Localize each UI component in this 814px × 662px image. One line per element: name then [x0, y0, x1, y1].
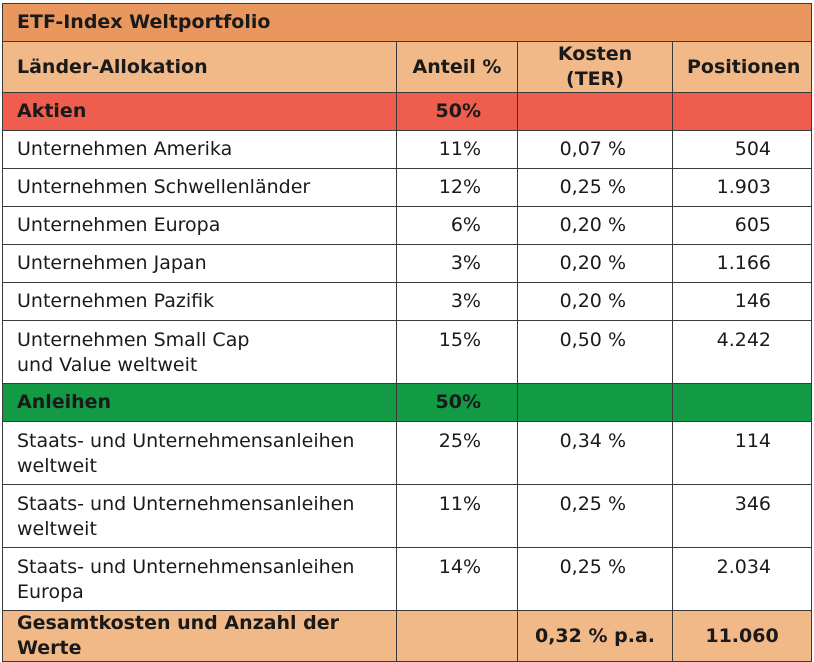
table-row: Unternehmen Japan 3% 0,20 % 1.166 [2, 244, 813, 283]
row-positions: 605 [671, 206, 813, 245]
section-label: Anleihen [2, 383, 397, 422]
row-positions: 1.903 [671, 168, 813, 207]
empty-cell [517, 92, 673, 131]
row-cost: 0,25 % [517, 547, 673, 611]
row-name-line2: weltweit [17, 518, 97, 540]
row-share: 15% [396, 320, 518, 384]
row-name: Unternehmen Small Cap und Value weltweit [2, 320, 397, 384]
row-positions: 2.034 [671, 547, 813, 611]
table-title: ETF-Index Weltportfolio [1, 3, 813, 42]
section-share: 50% [396, 383, 518, 422]
row-name: Unternehmen Schwellenländer [2, 168, 397, 207]
row-positions: 504 [671, 130, 813, 169]
row-share: 6% [396, 206, 518, 245]
row-share: 25% [396, 421, 518, 485]
empty-cell [396, 610, 518, 662]
total-row: Gesamtkosten und Anzahl der Werte 0,32 %… [2, 610, 813, 662]
row-name: Staats- und Unternehmensanleihen Europa [2, 547, 397, 611]
row-share: 12% [396, 168, 518, 207]
row-name: Unternehmen Amerika [2, 130, 397, 169]
row-name-line2: und Value weltweit [17, 354, 198, 376]
section-share: 50% [396, 92, 518, 131]
table-row: Unternehmen Small Cap und Value weltweit … [2, 320, 813, 384]
row-positions: 114 [671, 421, 813, 485]
row-name-line1: Unternehmen Small Cap [17, 329, 250, 351]
row-name-line2: Europa [17, 581, 84, 603]
etf-portfolio-table: ETF-Index Weltportfolio Länder-Allokatio… [1, 3, 813, 662]
row-name-line2: weltweit [17, 455, 97, 477]
row-share: 3% [396, 244, 518, 283]
row-share: 11% [396, 130, 518, 169]
empty-cell [671, 383, 813, 422]
section-row-aktien: Aktien 50% [2, 92, 813, 131]
row-share: 3% [396, 282, 518, 321]
table-row: Staats- und Unternehmensanleihen weltweit… [2, 421, 813, 485]
header-cost: Kosten (TER) [517, 41, 673, 93]
row-name-line1: Staats- und Unternehmensanleihen [17, 430, 355, 452]
section-label: Aktien [2, 92, 397, 131]
row-name: Staats- und Unternehmensanleihen weltweit [2, 421, 397, 485]
table-row: Unternehmen Pazifik 3% 0,20 % 146 [2, 282, 813, 321]
table-row: Staats- und Unternehmensanleihen weltweit… [2, 484, 813, 548]
row-positions: 146 [671, 282, 813, 321]
row-cost: 0,34 % [517, 421, 673, 485]
header-positions: Positionen [671, 41, 813, 93]
header-share: Anteil % [396, 41, 518, 93]
row-name: Unternehmen Japan [2, 244, 397, 283]
row-name-line1: Staats- und Unternehmensanleihen [17, 493, 355, 515]
title-row: ETF-Index Weltportfolio [1, 3, 813, 42]
row-cost: 0,25 % [517, 484, 673, 548]
row-positions: 4.242 [671, 320, 813, 384]
row-positions: 346 [671, 484, 813, 548]
total-label: Gesamtkosten und Anzahl der Werte [2, 610, 397, 662]
row-share: 14% [396, 547, 518, 611]
row-cost: 0,25 % [517, 168, 673, 207]
row-cost: 0,50 % [517, 320, 673, 384]
table-row: Unternehmen Amerika 11% 0,07 % 504 [2, 130, 813, 169]
table-row: Staats- und Unternehmensanleihen Europa 1… [2, 547, 813, 611]
row-cost: 0,20 % [517, 244, 673, 283]
row-name: Unternehmen Europa [2, 206, 397, 245]
row-name: Unternehmen Pazifik [2, 282, 397, 321]
row-cost: 0,20 % [517, 282, 673, 321]
row-positions: 1.166 [671, 244, 813, 283]
total-cost: 0,32 % p.a. [517, 610, 673, 662]
table-row: Unternehmen Schwellenländer 12% 0,25 % 1… [2, 168, 813, 207]
total-positions: 11.060 [671, 610, 813, 662]
row-share: 11% [396, 484, 518, 548]
row-cost: 0,20 % [517, 206, 673, 245]
header-allocation: Länder-Allokation [2, 41, 397, 93]
empty-cell [517, 383, 673, 422]
table-row: Unternehmen Europa 6% 0,20 % 605 [2, 206, 813, 245]
section-row-anleihen: Anleihen 50% [2, 383, 813, 422]
row-name: Staats- und Unternehmensanleihen weltweit [2, 484, 397, 548]
row-name-line1: Staats- und Unternehmensanleihen [17, 556, 355, 578]
header-row: Länder-Allokation Anteil % Kosten (TER) … [2, 41, 813, 93]
row-cost: 0,07 % [517, 130, 673, 169]
empty-cell [671, 92, 813, 131]
